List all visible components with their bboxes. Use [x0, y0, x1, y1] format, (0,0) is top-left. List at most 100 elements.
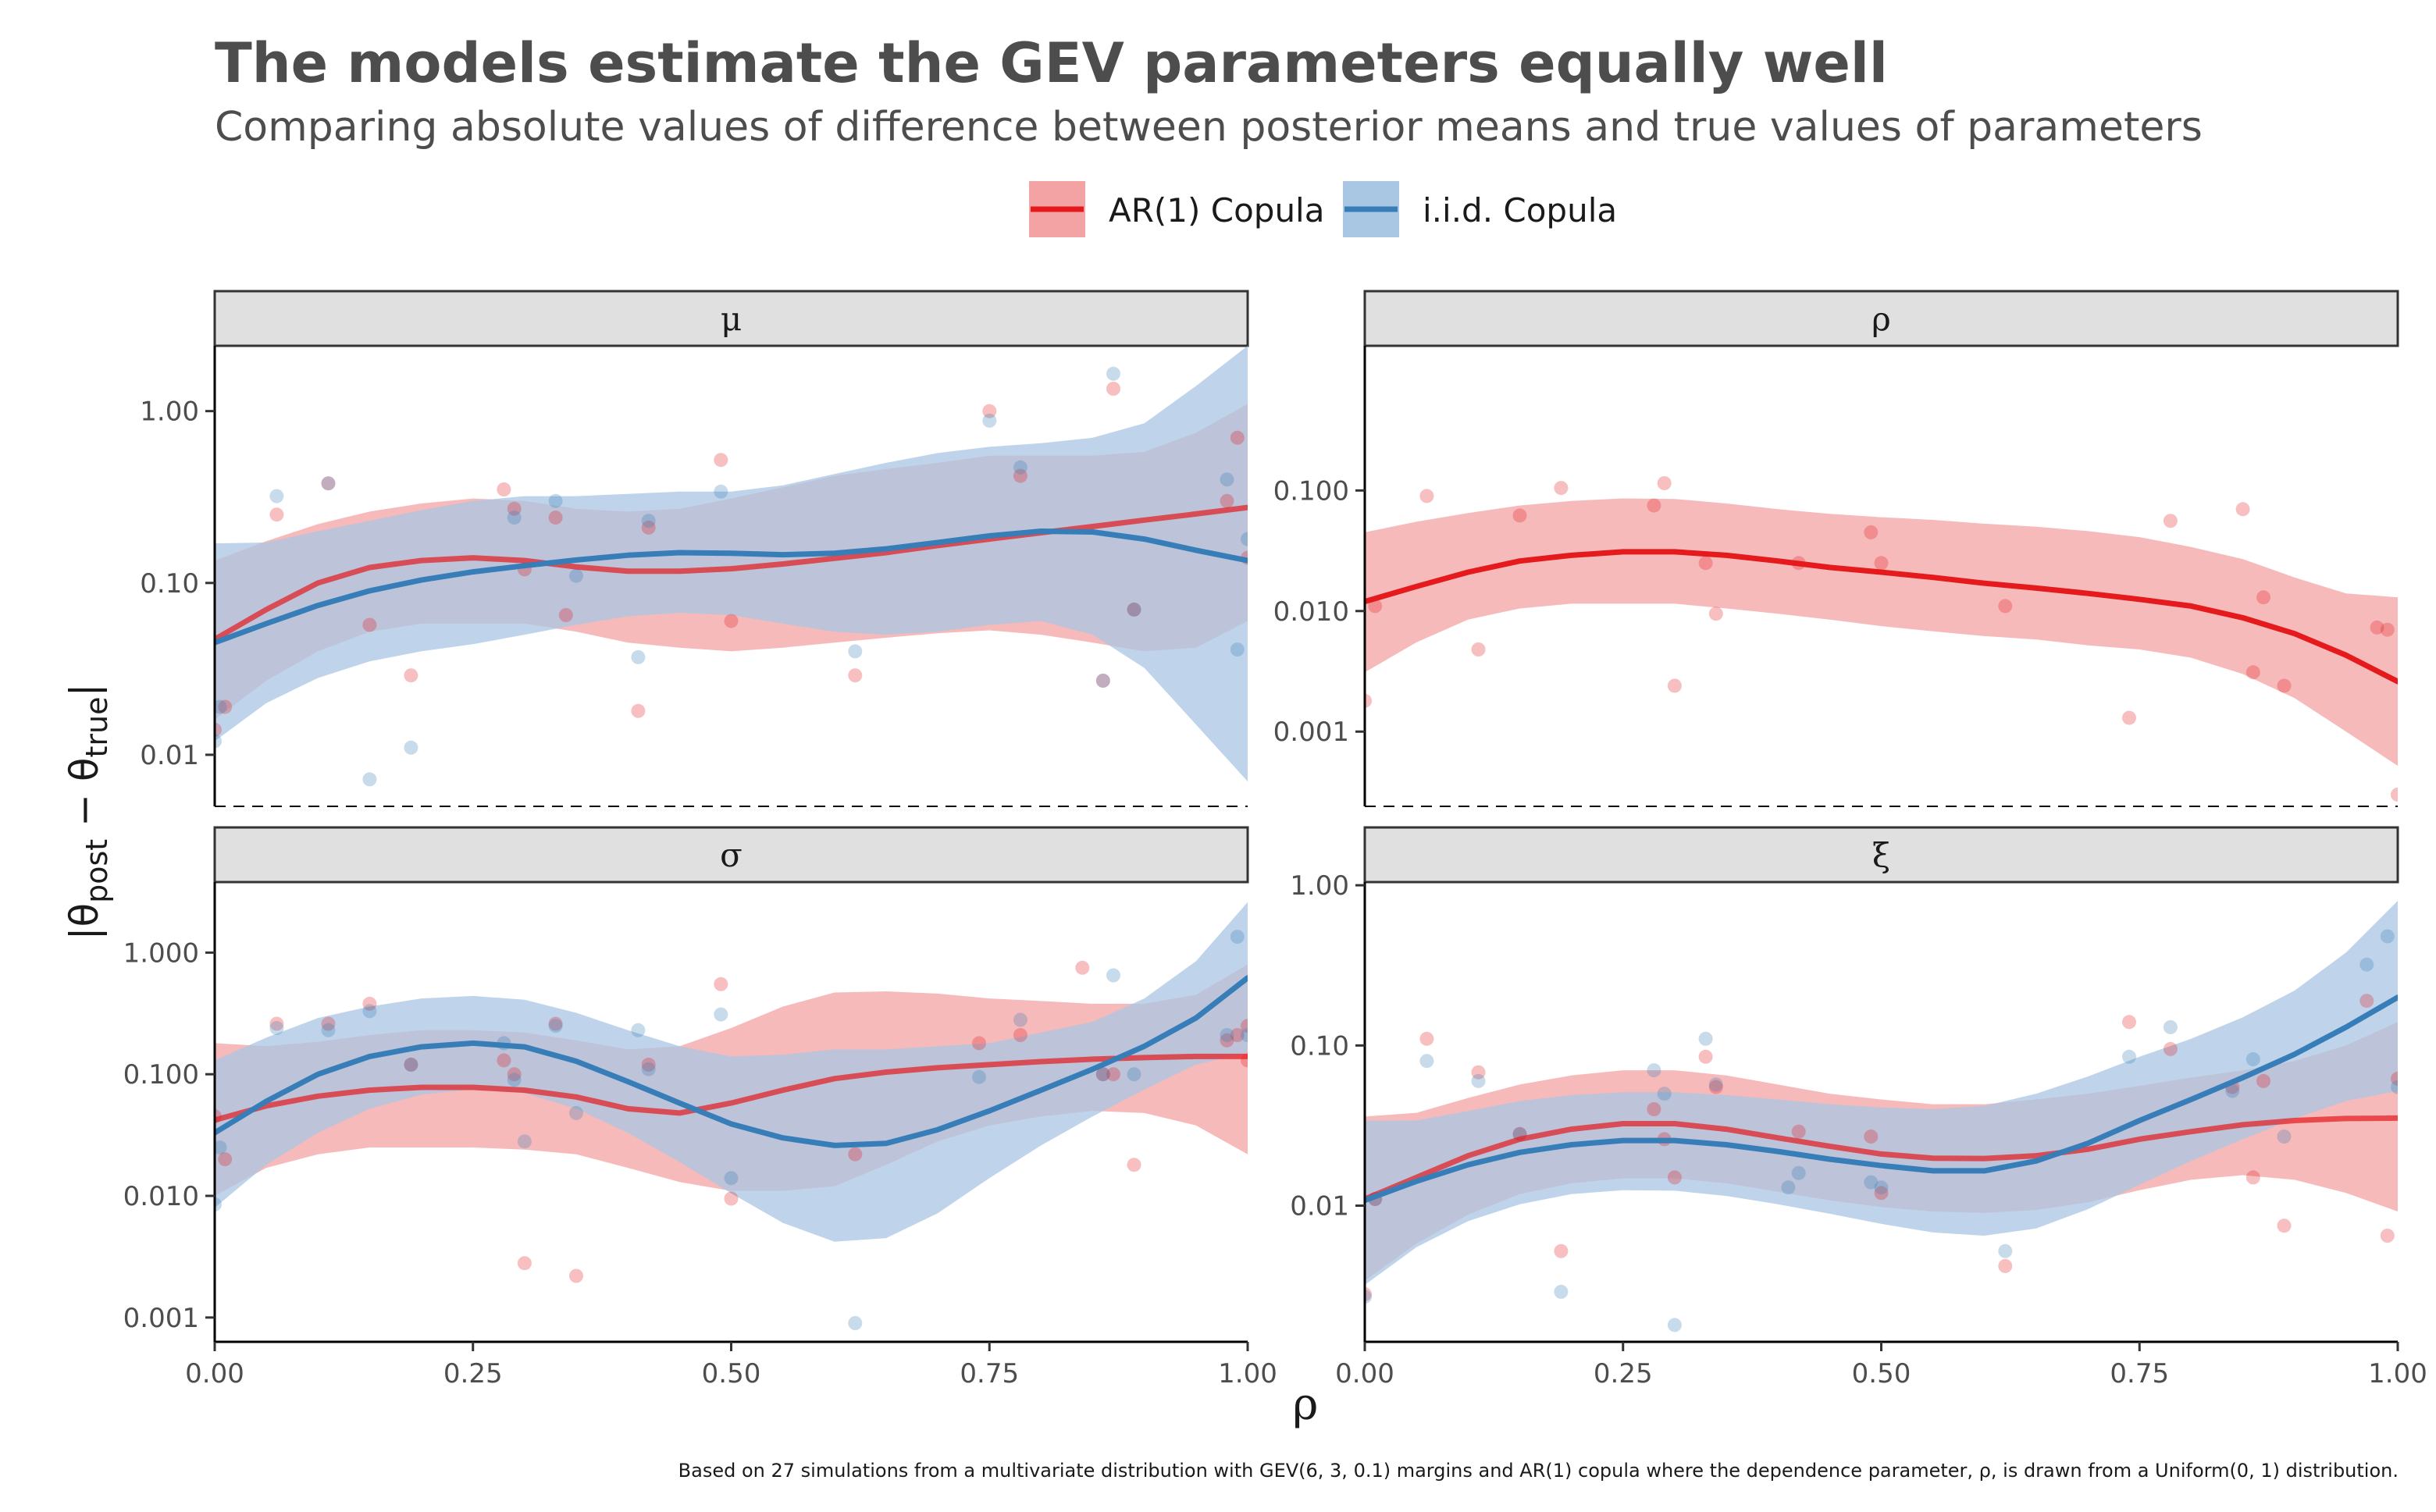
point-iid-sigma: [641, 1062, 656, 1076]
line-iid-sigma: [215, 975, 1248, 1148]
point-iid-sigma: [631, 1023, 646, 1037]
point-ar1-rho: [2277, 678, 2292, 693]
point-iid-sigma: [215, 1140, 227, 1154]
y-axis-title-main: |θ: [62, 903, 107, 940]
point-iid-xi: [1554, 1284, 1569, 1299]
point-iid-xi: [2245, 1052, 2260, 1066]
point-iid-mu: [1241, 532, 1248, 546]
line-ar1-sigma: [215, 1053, 1248, 1123]
point-ar1-sigma: [218, 1152, 233, 1167]
point-ar1-rho: [2245, 665, 2260, 680]
y-tick-label-sigma: 0.001: [123, 1303, 199, 1334]
point-ar1-rho: [1708, 607, 1723, 621]
x-tick-label-sigma: 0.25: [443, 1358, 503, 1389]
point-ar1-sigma: [507, 1067, 522, 1082]
point-iid-sigma: [362, 1004, 377, 1019]
point-ar1-xi: [2277, 1218, 2292, 1233]
point-ar1-sigma: [569, 1268, 583, 1283]
point-ar1-xi: [1698, 1049, 1713, 1064]
point-iid-xi: [1698, 1031, 1713, 1046]
point-ar1-mu: [1220, 493, 1234, 508]
plot-area-xi: [1365, 901, 2398, 1332]
point-iid-xi: [1657, 1087, 1672, 1101]
point-ar1-xi: [1791, 1124, 1806, 1139]
point-ar1-mu: [507, 501, 522, 516]
point-iid-xi: [1864, 1175, 1879, 1190]
point-iid-xi: [1781, 1180, 1796, 1195]
point-ar1-xi: [1864, 1130, 1879, 1144]
point-ar1-rho: [1998, 599, 2013, 614]
point-ar1-xi: [1471, 1065, 1486, 1080]
point-ar1-rho: [2380, 622, 2395, 637]
x-tick-label-sigma: 0.50: [702, 1358, 761, 1389]
point-iid-mu: [848, 644, 863, 659]
point-iid-xi: [1647, 1063, 1661, 1078]
y-tick-label-sigma: 0.010: [123, 1181, 199, 1212]
point-ar1-mu: [497, 482, 511, 496]
point-ar1-xi: [2256, 1073, 2270, 1088]
strip-rho: [1363, 290, 2399, 347]
point-ar1-mu: [848, 668, 863, 683]
point-ar1-xi: [2245, 1170, 2260, 1185]
chart-subtitle: Comparing absolute values of difference …: [215, 104, 2203, 151]
line-ar1-xi: [1365, 1115, 2398, 1202]
point-ar1-sigma: [404, 1057, 418, 1072]
panel-mu: μ 0.01 0.10 1.00: [140, 290, 1249, 807]
point-ar1-sigma: [1106, 1067, 1120, 1082]
point-ar1-rho: [2163, 514, 2178, 528]
y-tick-label-sigma: 1.000: [123, 937, 199, 969]
point-iid-sigma: [1013, 1012, 1027, 1027]
x-tick-label-sigma: 1.00: [1218, 1358, 1277, 1389]
point-iid-xi: [2391, 1080, 2398, 1094]
plot-area-sigma: [215, 902, 1248, 1330]
point-iid-mu: [1095, 674, 1110, 688]
point-ar1-sigma: [1095, 1067, 1110, 1082]
point-iid-xi: [2225, 1083, 2240, 1098]
y-axis-title: |θpost − θtrue|: [62, 684, 114, 941]
y-tick-label-xi: 0.10: [1290, 1030, 1349, 1062]
point-ar1-mu: [1095, 674, 1110, 688]
point-iid-xi: [2359, 957, 2374, 972]
point-iid-xi: [2163, 1019, 2178, 1034]
legend-label-ar1: AR(1) Copula: [1109, 191, 1324, 229]
x-tick-label-xi: 0.75: [2110, 1358, 2169, 1389]
y-tick-label-rho: 0.001: [1273, 717, 1349, 748]
band-iid-sigma: [215, 902, 1248, 1242]
point-ar1-mu: [218, 699, 233, 714]
x-axis-title: ρ: [1293, 1379, 1319, 1430]
point-ar1-xi: [1667, 1170, 1682, 1185]
point-iid-mu: [714, 484, 728, 499]
point-ar1-sigma: [362, 996, 377, 1011]
point-ar1-rho: [1365, 693, 1372, 708]
point-ar1-sigma: [1127, 1158, 1141, 1172]
strip-label-sigma: σ: [720, 836, 743, 874]
point-ar1-xi: [2122, 1015, 2136, 1030]
point-iid-mu: [269, 489, 284, 503]
point-iid-mu: [321, 476, 336, 491]
point-ar1-mu: [1106, 382, 1120, 396]
point-ar1-rho: [1554, 481, 1569, 496]
point-ar1-xi: [2391, 1071, 2398, 1086]
point-ar1-mu: [1230, 430, 1245, 445]
legend: AR(1) Copula i.i.d. Copula: [1029, 181, 1617, 237]
point-ar1-xi: [2163, 1041, 2178, 1056]
point-ar1-xi: [1554, 1243, 1569, 1258]
point-ar1-rho: [1512, 508, 1527, 523]
point-iid-xi: [1471, 1073, 1486, 1088]
point-iid-mu: [631, 649, 646, 664]
point-iid-sigma: [1241, 1028, 1248, 1042]
point-iid-mu: [362, 772, 377, 787]
point-ar1-mu: [982, 404, 997, 418]
point-ar1-sigma: [1241, 1019, 1248, 1033]
point-ar1-sigma: [1220, 1033, 1234, 1048]
point-ar1-rho: [2256, 590, 2270, 605]
point-ar1-mu: [215, 722, 222, 737]
y-axis-title-end: |: [62, 684, 107, 697]
line-iid-xi: [1365, 994, 2398, 1204]
point-ar1-rho: [2370, 620, 2384, 635]
point-iid-xi: [1667, 1318, 1682, 1332]
point-iid-xi: [1708, 1077, 1723, 1092]
point-iid-sigma: [569, 1105, 583, 1120]
point-iid-sigma: [848, 1316, 863, 1330]
